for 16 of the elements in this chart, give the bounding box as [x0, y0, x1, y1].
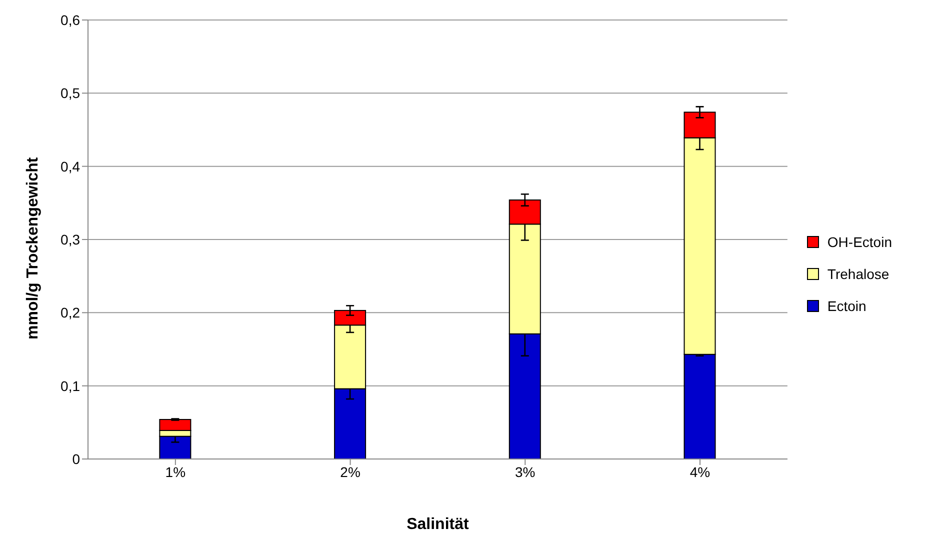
legend-label: Trehalose [827, 266, 890, 282]
x-axis-title: Salinität [406, 516, 470, 533]
x-tick-label: 2% [340, 464, 360, 480]
y-tick-label: 0,2 [60, 304, 80, 321]
legend-label: OH-Ectoin [827, 234, 892, 250]
x-tick-label: 4% [690, 464, 710, 480]
x-tick-label: 3% [515, 464, 536, 480]
y-tick-label: 0 [72, 450, 80, 467]
legend-label: Ectoin [827, 298, 866, 314]
y-axis-title: mmol/g Trockengewicht [24, 156, 42, 340]
y-tick-label: 0,5 [60, 85, 80, 102]
y-tick-label: 0,6 [60, 12, 80, 28]
x-tick-label: 1% [165, 464, 186, 480]
y-tick-label: 0,4 [60, 158, 80, 174]
y-tick-label: 0,1 [60, 378, 80, 394]
y-tick-label: 0,3 [60, 231, 80, 248]
